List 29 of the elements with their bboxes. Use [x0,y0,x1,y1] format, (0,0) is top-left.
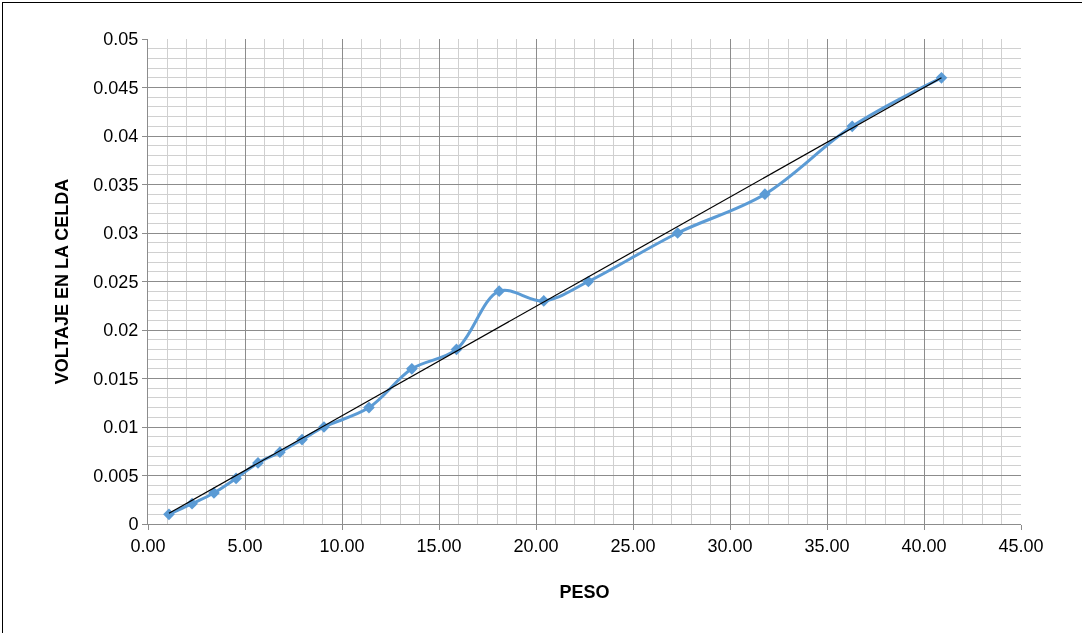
point [405,362,418,375]
point [671,227,684,239]
y-tick-label: 0.005 [93,465,139,486]
x-tick-label: 5.00 [227,535,263,556]
y-tick-label: 0.045 [93,77,139,98]
y-tick-label: 0.01 [103,417,139,438]
x-tick-label: 40.00 [901,535,947,556]
x-tick-label: 45.00 [998,535,1044,556]
x-tick-label: 15.00 [416,535,462,556]
y-tick-label: 0.03 [103,223,139,244]
point [163,508,175,521]
x-tick-label: 30.00 [707,535,753,556]
x-tick-label: 0.00 [130,535,166,556]
y-tick-label: 0.02 [103,320,139,341]
y-tick-label: 0.04 [103,126,139,147]
point [493,285,505,298]
x-tick-label: 20.00 [513,535,559,556]
y-tick-label: 0.025 [93,271,139,292]
y-tick-label: 0.05 [103,29,139,50]
y-axis-title: VOLTAJE EN LA CELDA [51,178,72,385]
y-tick-label: 0 [128,514,139,535]
point [363,401,375,414]
point [759,188,771,201]
y-tick-label: 0.015 [93,368,139,389]
x-tick-label: 35.00 [804,535,850,556]
x-tick-label: 10.00 [319,535,365,556]
y-tick-label: 0.035 [93,174,139,195]
x-axis-title: PESO [559,581,610,602]
x-tick-label: 25.00 [610,535,656,556]
